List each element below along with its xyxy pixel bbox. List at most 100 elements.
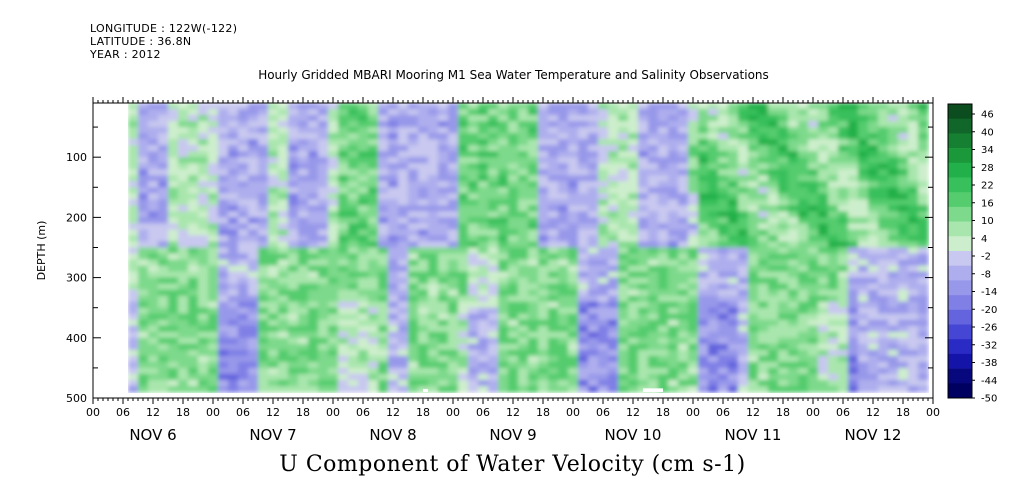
heatmap-cell (148, 253, 159, 261)
heatmap-cell (618, 301, 629, 309)
heatmap-cell (798, 331, 809, 339)
heatmap-cell (458, 103, 469, 110)
heatmap-cell (378, 325, 389, 333)
heatmap-cell (468, 271, 479, 279)
heatmap-cell (538, 361, 549, 369)
heatmap-cell (818, 253, 829, 261)
heatmap-cell (558, 319, 569, 327)
heatmap-cell (628, 271, 639, 279)
heatmap-cell (298, 109, 309, 116)
heatmap-cell (388, 193, 399, 200)
heatmap-cell (418, 337, 429, 345)
heatmap-cell (168, 127, 179, 134)
heatmap-cell (328, 115, 339, 122)
heatmap-cell (378, 235, 389, 243)
heatmap-cell (678, 385, 689, 393)
heatmap-cell (758, 319, 769, 327)
heatmap-cell (768, 385, 779, 393)
heatmap-cell (858, 187, 869, 194)
heatmap-cell (828, 343, 839, 351)
heatmap-cell (508, 361, 519, 369)
heatmap-cell (228, 331, 239, 339)
colorbar-swatch (948, 339, 972, 355)
heatmap-cell (748, 259, 759, 267)
heatmap-cell (698, 319, 709, 327)
heatmap-cell (818, 349, 829, 357)
heatmap-cell (618, 169, 629, 176)
heatmap-cell (238, 163, 249, 170)
heatmap-cell (258, 373, 269, 381)
heatmap-cell (208, 175, 219, 182)
heatmap-cell (298, 181, 309, 188)
heatmap-cell (288, 109, 299, 116)
heatmap-cell (738, 325, 749, 333)
heatmap-cell (648, 235, 659, 243)
heatmap-cell (378, 367, 389, 375)
heatmap-cell (178, 349, 189, 357)
heatmap-cell (758, 301, 769, 309)
heatmap-cell (488, 145, 499, 152)
heatmap-cell (728, 331, 739, 339)
heatmap-cell (668, 199, 679, 206)
heatmap-cell (438, 253, 449, 261)
heatmap-cell (788, 217, 799, 225)
heatmap-cell (438, 355, 449, 363)
heatmap-cell (198, 151, 209, 158)
heatmap-cell (718, 289, 729, 297)
heatmap-cell (778, 355, 789, 363)
heatmap-cell (378, 133, 389, 140)
heatmap-cell (308, 193, 319, 200)
heatmap-cell (288, 211, 299, 218)
heatmap-cell (278, 223, 289, 231)
heatmap-cell (868, 247, 879, 255)
heatmap-cell (278, 121, 289, 128)
heatmap-cell (318, 235, 329, 243)
heatmap-cell (178, 121, 189, 128)
heatmap-cell (738, 265, 749, 273)
heatmap-cell (858, 301, 869, 309)
heatmap-cell (898, 145, 909, 152)
heatmap-cell (648, 325, 659, 333)
heatmap-cell (698, 175, 709, 182)
heatmap-cell (468, 373, 479, 381)
heatmap-cell (788, 301, 799, 309)
heatmap-cell (728, 187, 739, 194)
heatmap-cell (548, 187, 559, 194)
heatmap-cell (868, 115, 879, 122)
heatmap-cell (698, 241, 709, 249)
heatmap-cell (748, 355, 759, 363)
heatmap-cell (248, 367, 259, 375)
heatmap-cell (478, 289, 489, 297)
heatmap-cell (808, 367, 819, 375)
heatmap-cell (848, 367, 859, 375)
heatmap-cell (168, 139, 179, 146)
heatmap-cell (518, 361, 529, 369)
heatmap-cell (748, 211, 759, 218)
heatmap-cell (168, 283, 179, 291)
heatmap-cell (448, 229, 459, 237)
heatmap-cell (728, 367, 739, 375)
heatmap-cell (148, 145, 159, 152)
heatmap-cell (458, 337, 469, 345)
heatmap-cell (558, 211, 569, 218)
colorbar-label: -20 (981, 305, 997, 316)
heatmap-cell (678, 115, 689, 122)
heatmap-cell (668, 325, 679, 333)
heatmap-cell (728, 319, 739, 327)
x-tick-label: 06 (476, 406, 490, 419)
heatmap-cell (298, 385, 309, 393)
heatmap-cell (418, 265, 429, 273)
heatmap-cell (268, 295, 279, 303)
heatmap-cell (708, 175, 719, 182)
colorbar-swatch (948, 148, 972, 164)
heatmap-cell (208, 271, 219, 279)
heatmap-cell (308, 133, 319, 140)
heatmap-cell (648, 145, 659, 152)
heatmap-cell (798, 361, 809, 369)
heatmap-cell (628, 205, 639, 212)
heatmap-cell (308, 337, 319, 345)
latitude-label: LATITUDE : 36.8N (90, 35, 192, 48)
heatmap-cell (448, 217, 459, 225)
heatmap-cell (648, 301, 659, 309)
heatmap-cell (798, 139, 809, 146)
